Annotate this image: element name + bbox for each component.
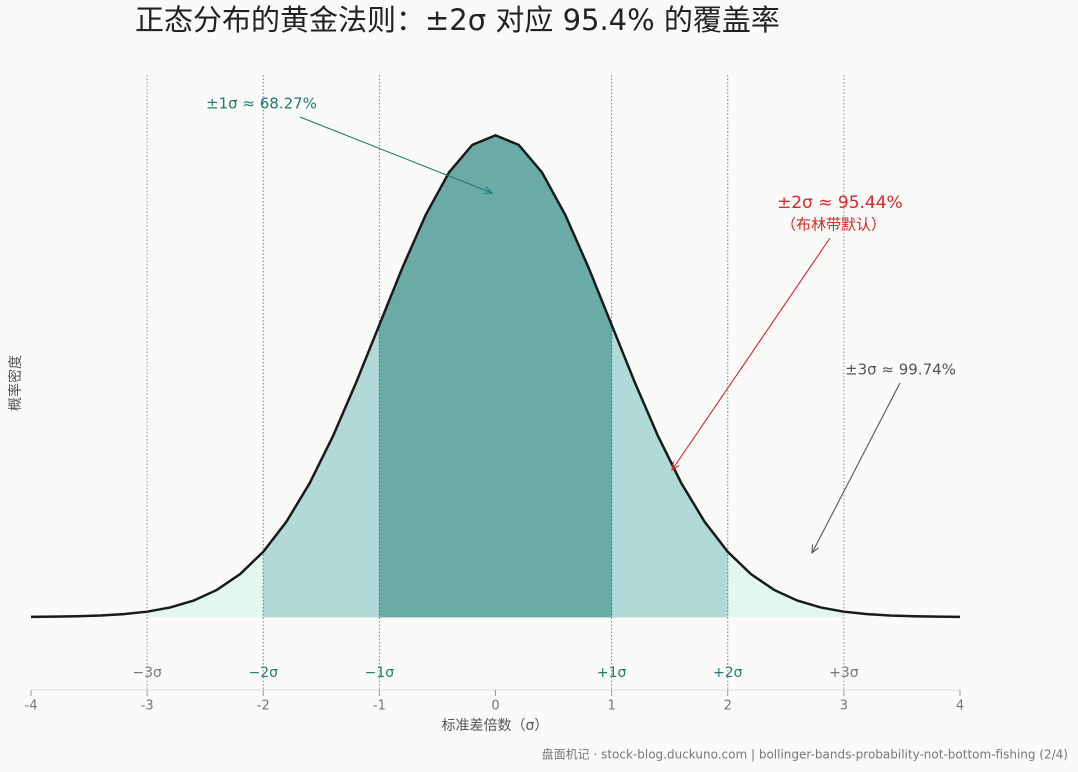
x-tick-label: 3	[840, 699, 848, 714]
annotation-arrow	[812, 382, 901, 553]
x-axis-label: 标准差倍数（σ）	[442, 718, 549, 734]
annotation: ±3σ ≈ 99.74%	[845, 361, 956, 379]
x-tick-label: -4	[25, 699, 38, 714]
y-axis-label: 概率密度	[7, 355, 24, 411]
x-tick-label: 4	[956, 699, 964, 714]
x-tick-label: 1	[607, 699, 615, 714]
sigma-label: +3σ	[829, 665, 859, 681]
sigma-label: +1σ	[597, 665, 627, 681]
x-tick-label: 2	[724, 699, 732, 714]
density-curve	[30, 133, 961, 619]
chart-title: 正态分布的黄金法则：±2σ 对应 95.4% 的覆盖率	[135, 3, 780, 37]
annotation-arrow	[672, 237, 831, 470]
x-tick-label: -2	[257, 699, 270, 714]
sigma-label: +2σ	[713, 665, 743, 681]
x-tick-label: -1	[373, 699, 386, 714]
sigma-label: −2σ	[248, 665, 278, 681]
sigma-label: −3σ	[132, 665, 162, 681]
annotation: ±2σ ≈ 95.44%	[777, 193, 903, 213]
annotation-arrow	[299, 116, 492, 193]
annotation: ±1σ ≈ 68.27%	[206, 95, 317, 113]
coverage-band	[378, 134, 613, 618]
annotation-subtext: （布林带默认）	[781, 216, 886, 234]
footer: 盘面机记 · stock-blog.duckuno.com | bollinge…	[542, 747, 1068, 762]
sigma-label: −1σ	[365, 665, 395, 681]
x-tick-label: 0	[491, 699, 499, 714]
x-tick-label: -3	[141, 699, 154, 714]
